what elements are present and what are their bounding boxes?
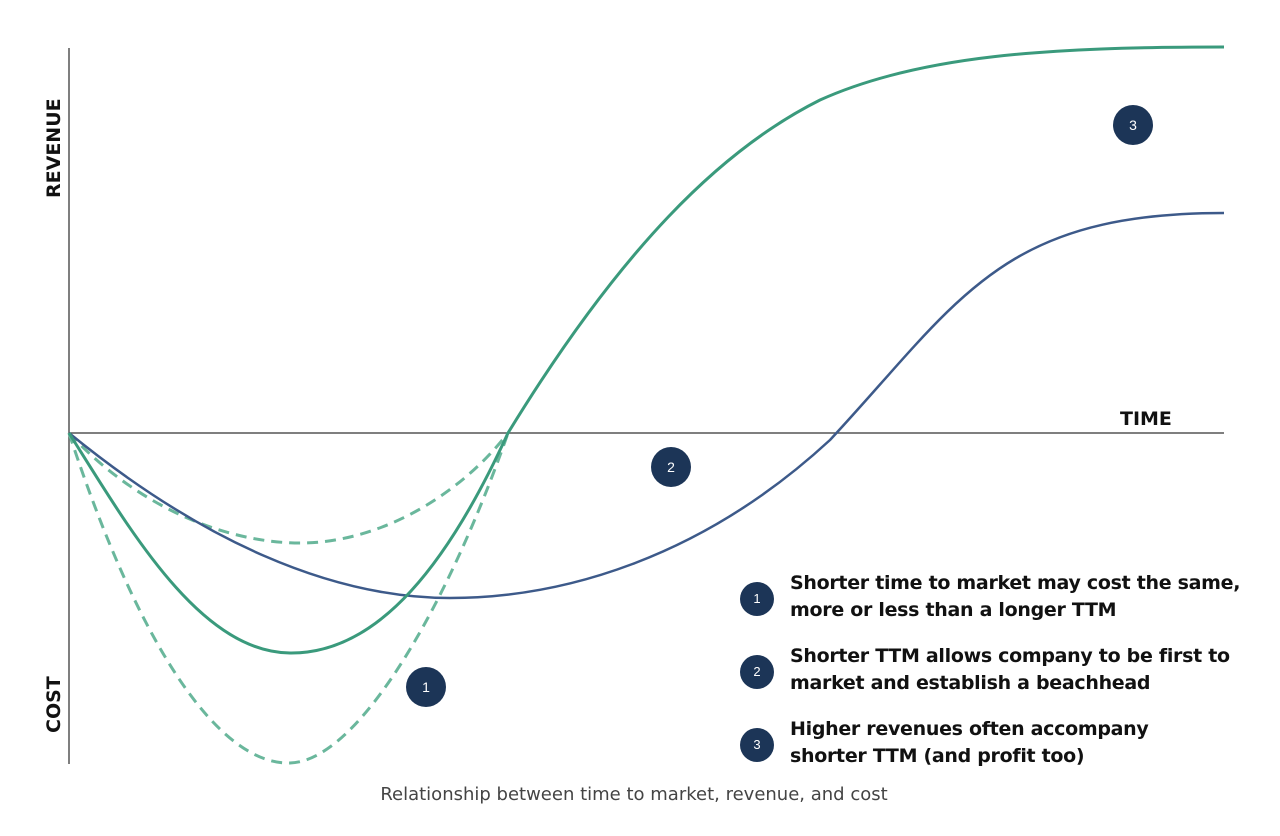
marker-1: 1 <box>406 667 446 707</box>
legend-item-3: 3 Higher revenues often accompany shorte… <box>740 716 1260 770</box>
legend-item-1: 1 Shorter time to market may cost the sa… <box>740 570 1260 624</box>
marker-3: 3 <box>1113 105 1153 145</box>
figure-caption: Relationship between time to market, rev… <box>380 784 888 805</box>
short-ttm-curve <box>67 45 1225 655</box>
y-axis-label-cost: COST <box>43 676 65 733</box>
dashed-cost-curve-deep <box>67 432 510 765</box>
legend-text-3: Higher revenues often accompany shorter … <box>790 718 1149 767</box>
legend: 1 Shorter time to market may cost the sa… <box>740 570 1260 789</box>
y-axis-label-revenue: REVENUE <box>43 98 65 198</box>
svg-text:2: 2 <box>667 459 675 475</box>
legend-text-1: Shorter time to market may cost the same… <box>790 572 1241 621</box>
svg-text:3: 3 <box>1129 117 1137 133</box>
legend-text-2: Shorter TTM allows company to be first t… <box>790 645 1230 694</box>
legend-badge-2: 2 <box>740 655 774 689</box>
legend-badge-3: 3 <box>740 728 774 762</box>
svg-text:1: 1 <box>422 679 430 695</box>
x-axis-label-time: TIME <box>1120 408 1172 430</box>
marker-2: 2 <box>651 447 691 487</box>
dashed-cost-curve-shallow <box>67 431 510 545</box>
legend-item-2: 2 Shorter TTM allows company to be first… <box>740 643 1260 697</box>
long-ttm-curve <box>68 211 1225 600</box>
legend-badge-1: 1 <box>740 582 774 616</box>
